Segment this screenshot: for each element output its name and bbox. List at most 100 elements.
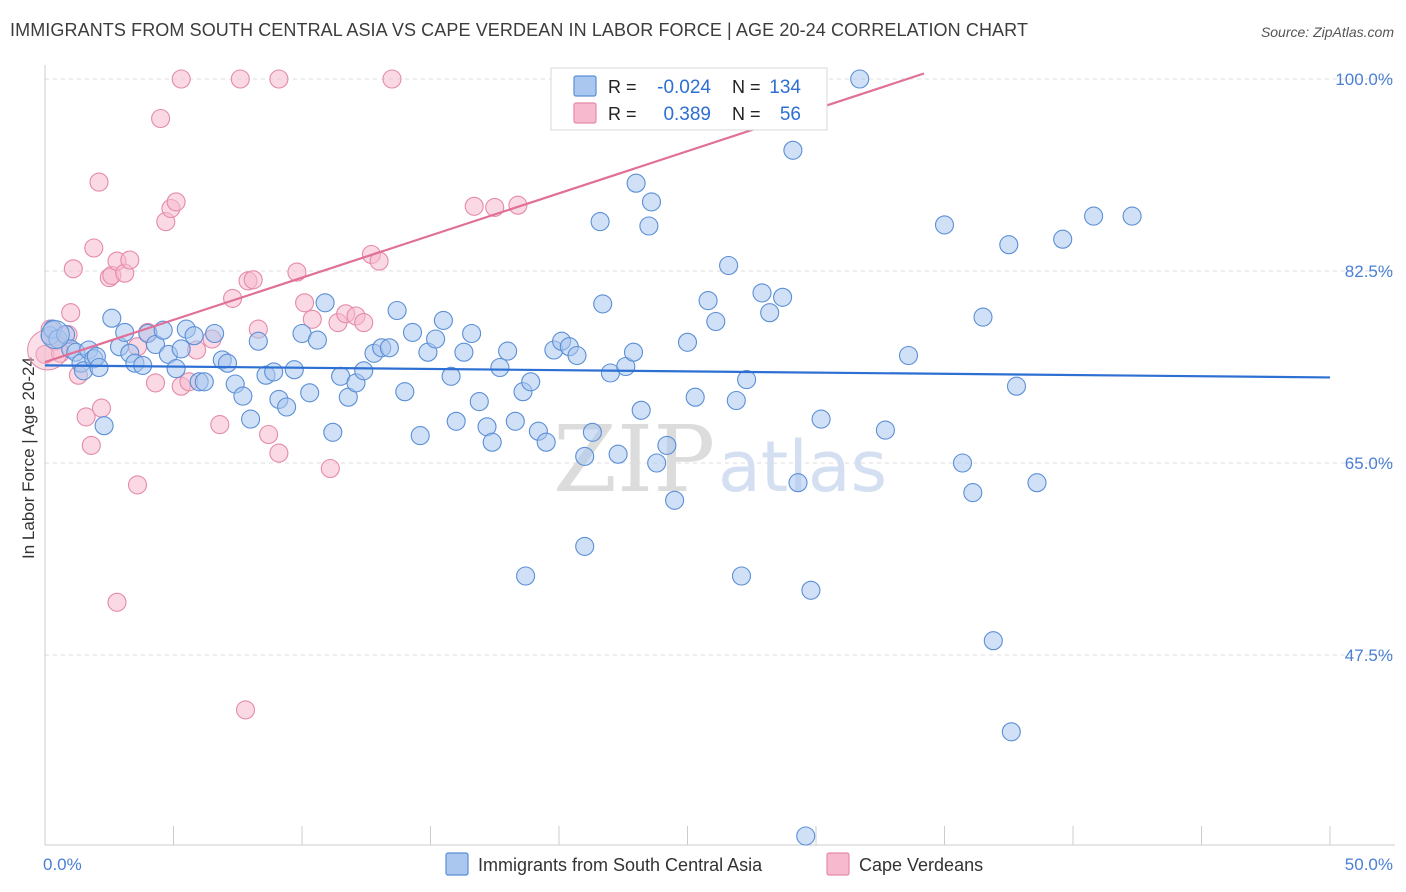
data-point-south-central-asia — [446, 411, 466, 431]
data-point-south-central-asia — [1053, 229, 1073, 249]
data-point-south-central-asia — [521, 372, 541, 392]
data-point-cape-verdeans — [210, 415, 230, 435]
data-point-cape-verdeans — [84, 238, 104, 258]
y-axis-title: In Labor Force | Age 20-24 — [19, 357, 38, 559]
data-point-south-central-asia — [963, 483, 983, 503]
data-point-south-central-asia — [426, 329, 446, 349]
stats-blue-r-value: -0.024 — [657, 77, 711, 98]
data-point-cape-verdeans — [259, 424, 279, 445]
data-point-south-central-asia — [441, 366, 461, 386]
data-point-south-central-asia — [395, 382, 415, 402]
data-point-south-central-asia — [516, 566, 536, 586]
data-point-south-central-asia — [685, 387, 705, 407]
stats-pink-n-value: 56 — [780, 104, 801, 125]
data-point-south-central-asia — [40, 320, 70, 350]
data-point-cape-verdeans — [63, 259, 83, 279]
data-point-south-central-asia — [171, 339, 191, 359]
data-point-south-central-asia — [898, 345, 919, 366]
legend-blue-swatch — [445, 852, 469, 876]
data-point-south-central-asia — [760, 303, 780, 323]
stats-pink-r-label: R = — [608, 104, 637, 124]
data-point-south-central-asia — [657, 435, 677, 455]
data-point-cape-verdeans — [127, 475, 148, 495]
data-point-cape-verdeans — [235, 700, 256, 720]
stats-blue-n-value: 134 — [769, 77, 801, 98]
data-point-south-central-asia — [194, 372, 214, 392]
y-tick-labels: 47.5% 65.0% 82.5% 100.0% — [1335, 70, 1393, 665]
data-point-south-central-asia — [410, 426, 430, 446]
data-point-south-central-asia — [387, 300, 407, 321]
data-point-south-central-asia — [462, 323, 482, 344]
data-point-south-central-asia — [89, 357, 109, 378]
data-point-south-central-asia — [677, 332, 698, 352]
legend-pink-label: Cape Verdeans — [859, 855, 983, 875]
data-point-cape-verdeans — [76, 407, 96, 427]
x-tick-label-max: 50.0% — [1345, 855, 1393, 874]
y-tick-label: 65.0% — [1345, 454, 1393, 473]
data-point-cape-verdeans — [354, 313, 374, 333]
data-point-south-central-asia — [575, 446, 595, 466]
data-point-south-central-asia — [983, 631, 1003, 651]
data-point-south-central-asia — [284, 360, 304, 380]
data-point-south-central-asia — [783, 140, 803, 160]
data-point-south-central-asia — [850, 69, 870, 89]
data-point-south-central-asia — [1122, 206, 1142, 226]
stats-blue-swatch — [573, 75, 597, 97]
data-point-south-central-asia — [217, 353, 238, 373]
data-point-south-central-asia — [241, 409, 261, 429]
data-point-south-central-asia — [482, 432, 502, 452]
data-point-south-central-asia — [773, 287, 793, 307]
data-point-south-central-asia — [608, 444, 628, 464]
data-point-south-central-asia — [631, 400, 651, 420]
stats-blue-r-label: R = — [608, 77, 637, 97]
y-tick-label: 47.5% — [1345, 646, 1393, 665]
data-point-cape-verdeans — [89, 172, 109, 192]
data-point-south-central-asia — [300, 383, 320, 403]
data-point-south-central-asia — [402, 322, 423, 342]
data-point-south-central-asia — [639, 216, 659, 236]
source-credit: Source: ZipAtlas.com — [1260, 24, 1394, 40]
x-tick-labels: 0.0% 50.0% — [43, 855, 1393, 874]
data-point-south-central-asia — [1027, 473, 1047, 493]
data-point-south-central-asia — [647, 453, 667, 473]
data-point-south-central-asia — [801, 580, 821, 600]
trend-line-south-central-asia — [44, 364, 1331, 379]
data-point-south-central-asia — [934, 215, 955, 235]
data-point-south-central-asia — [469, 392, 489, 412]
x-tick-label-min: 0.0% — [43, 855, 82, 874]
data-point-south-central-asia — [575, 536, 595, 556]
data-point-south-central-asia — [233, 386, 253, 406]
y-tick-label: 100.0% — [1335, 70, 1393, 89]
data-point-south-central-asia — [582, 422, 602, 442]
data-point-south-central-asia — [536, 432, 556, 452]
data-point-south-central-asia — [811, 409, 831, 429]
axes — [44, 65, 1395, 846]
data-point-south-central-asia — [726, 390, 746, 411]
data-point-cape-verdeans — [230, 69, 250, 89]
watermark-atlas: atlas — [718, 426, 887, 508]
data-point-south-central-asia — [498, 341, 518, 361]
data-point-south-central-asia — [264, 362, 284, 382]
data-point-cape-verdeans — [287, 262, 307, 282]
data-point-cape-verdeans — [295, 293, 315, 313]
data-point-cape-verdeans — [508, 195, 528, 215]
data-point-cape-verdeans — [171, 69, 191, 89]
y-tick-label: 82.5% — [1345, 262, 1393, 281]
data-point-cape-verdeans — [269, 443, 289, 463]
data-point-south-central-asia — [999, 235, 1019, 255]
data-point-south-central-asia — [590, 212, 610, 232]
data-point-south-central-asia — [277, 397, 297, 417]
data-point-south-central-asia — [184, 326, 204, 346]
data-point-south-central-asia — [1084, 206, 1104, 226]
data-point-south-central-asia — [94, 416, 114, 436]
data-point-south-central-asia — [323, 422, 343, 442]
data-point-south-central-asia — [973, 307, 993, 327]
data-point-south-central-asia — [706, 311, 726, 332]
legend-pink-swatch — [826, 852, 850, 876]
data-point-south-central-asia — [1006, 376, 1027, 396]
data-point-south-central-asia — [731, 566, 752, 586]
data-point-cape-verdeans — [320, 458, 340, 479]
stats-box: R = -0.024 N = 134 R = 0.389 N = 56 — [550, 67, 828, 131]
data-point-south-central-asia — [307, 330, 327, 350]
